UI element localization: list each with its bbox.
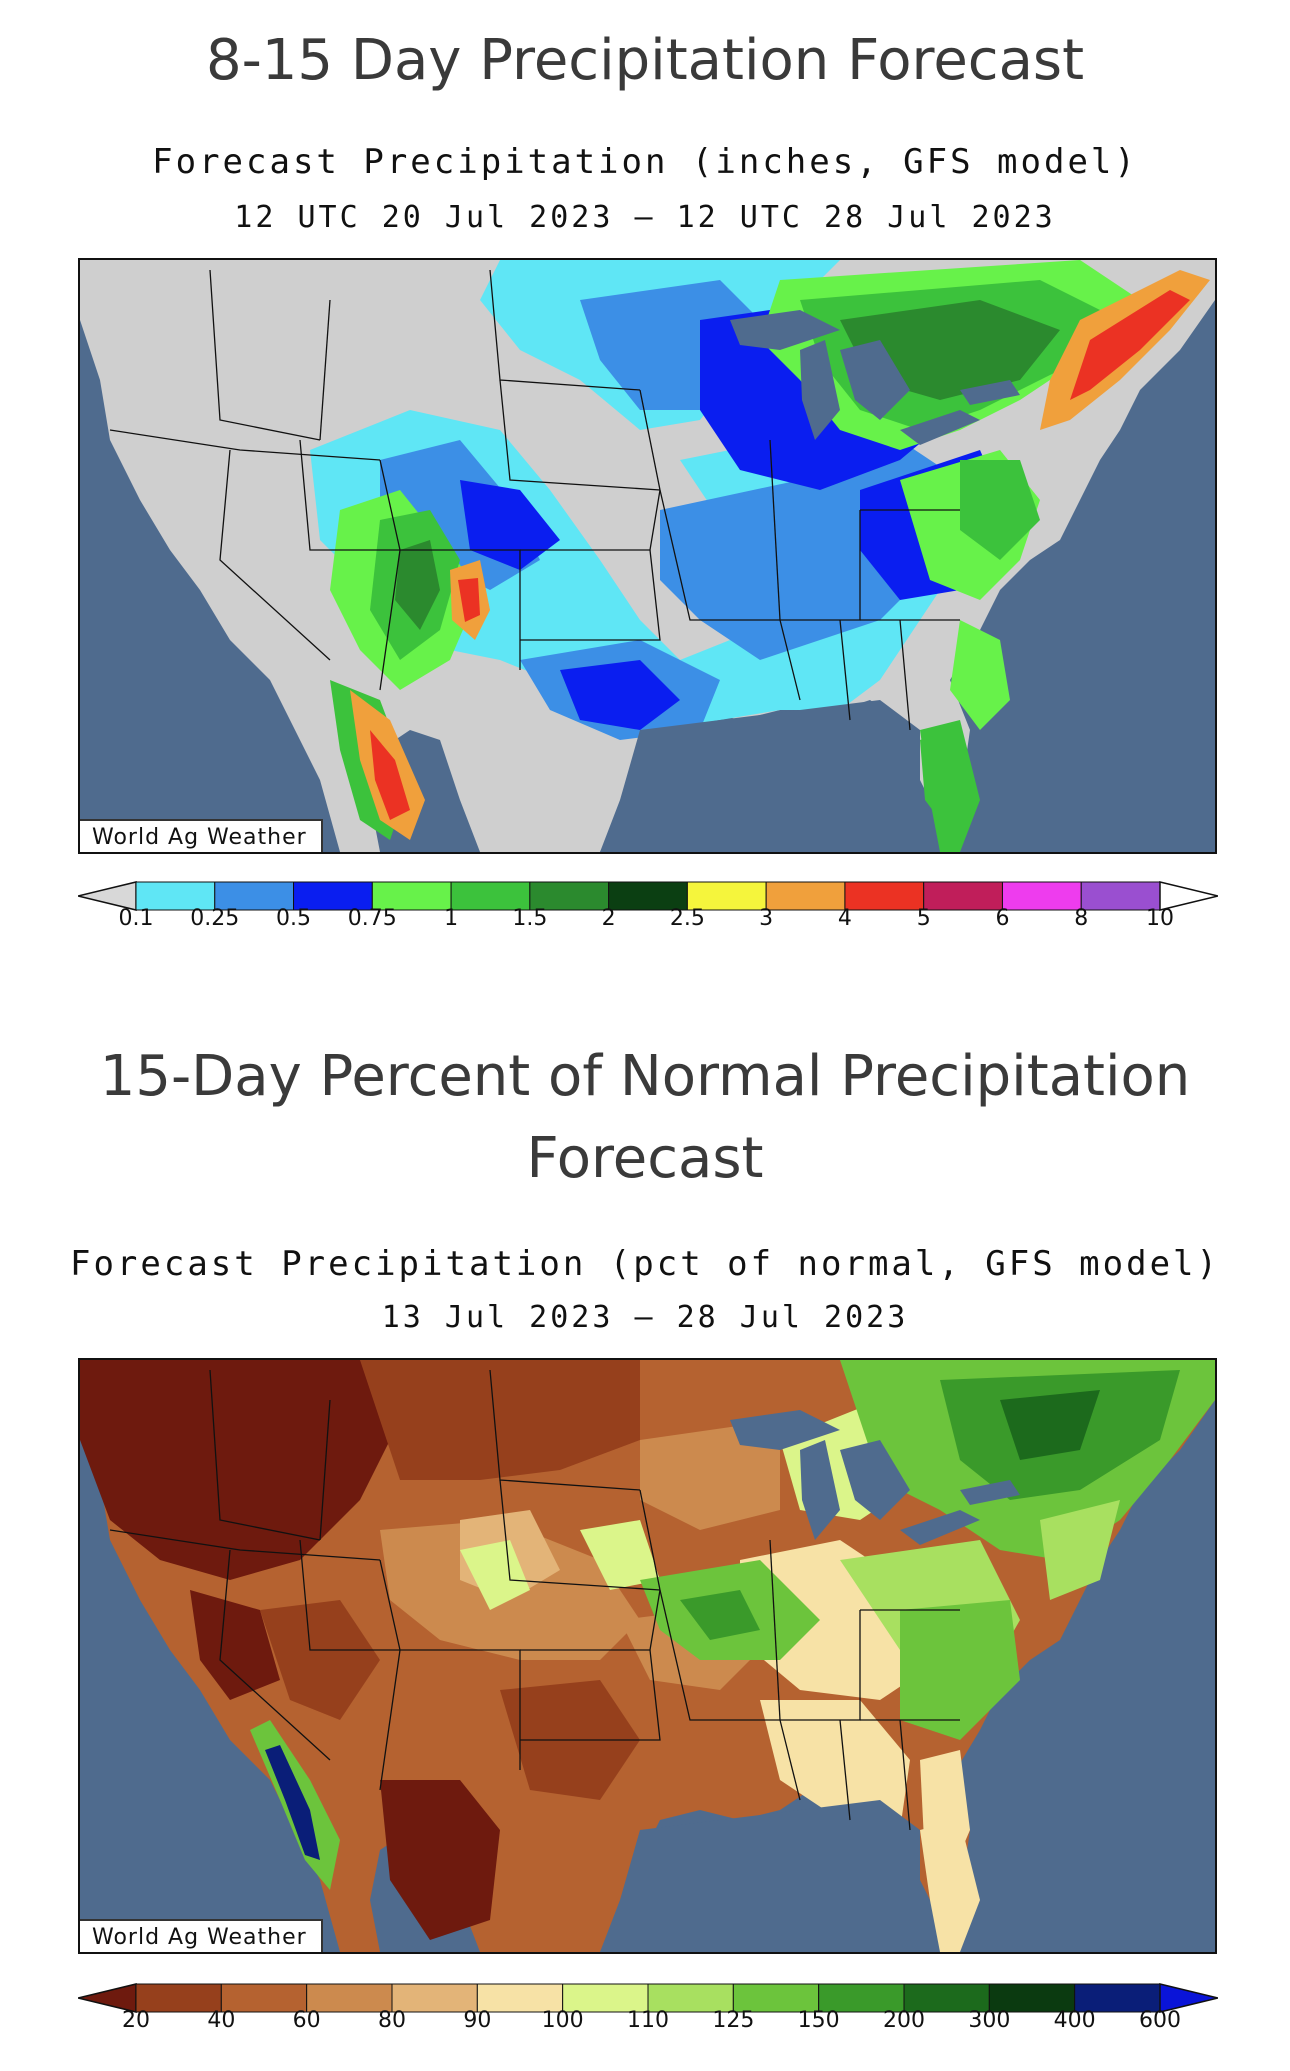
pct-normal-colorbar-cell xyxy=(647,1983,734,2013)
pct-normal-colorbar-cell xyxy=(988,1983,1076,2013)
precip-colorbar-tick-label: 2 xyxy=(601,906,616,931)
panel2-subtitle: Forecast Precipitation (pct of normal, G… xyxy=(69,1244,1221,1284)
precip-forecast-map: World Ag Weather xyxy=(78,258,1217,854)
precip-colorbar-cell xyxy=(1080,881,1161,911)
pct-normal-colorbar-cell xyxy=(732,1983,820,2013)
precip-colorbar-tick-label: 3 xyxy=(759,906,774,931)
pct-normal-colorbar-graphic xyxy=(78,1983,1218,2013)
precip-colorbar-tick-label: 1 xyxy=(444,906,459,931)
pct-normal-colorbar-tick-label: 600 xyxy=(1139,2008,1181,2033)
pct-normal-map: World Ag Weather xyxy=(78,1358,1217,1954)
pct-normal-colorbar-tick-label: 100 xyxy=(541,2008,584,2033)
pct-normal-colorbar-cell xyxy=(818,1983,905,2013)
precip-colorbar-tick-label: 5 xyxy=(916,906,931,931)
panel1-heading: 8-15 Day Precipitation Forecast xyxy=(205,28,1085,93)
precip-colorbar-tick-label: 0.5 xyxy=(276,906,312,931)
precip-colorbar-cell xyxy=(293,881,373,911)
precip-colorbar-graphic xyxy=(78,881,1218,911)
precip-colorbar-tick-label: 6 xyxy=(995,906,1010,931)
panel1-credit: World Ag Weather xyxy=(80,819,323,852)
precip-colorbar-tick-label: 4 xyxy=(837,906,852,931)
pct-normal-colorbar-cell xyxy=(391,1983,478,2013)
panel1-subtitle: Forecast Precipitation (inches, GFS mode… xyxy=(152,142,1138,182)
precip-colorbar-tick-label: 2.5 xyxy=(669,906,705,931)
panel1-date-range: 12 UTC 20 Jul 2023 – 12 UTC 28 Jul 2023 xyxy=(234,200,1056,235)
pct-normal-colorbar-tick-label: 20 xyxy=(122,2008,150,2033)
precip-colorbar-cell xyxy=(608,881,688,911)
pct-normal-colorbar-cell xyxy=(220,1983,308,2013)
precip-colorbar-tick-label: 0.1 xyxy=(118,906,154,931)
precip-colorbar-cell xyxy=(450,881,531,911)
pct-normal-colorbar-tick-label: 40 xyxy=(207,2008,236,2033)
panel2-heading: 15-Day Percent of Normal Precipitation F… xyxy=(99,1044,1191,1191)
precip-colorbar-cell xyxy=(214,881,295,911)
panel2-date-range: 13 Jul 2023 – 28 Jul 2023 xyxy=(381,1300,909,1335)
panel2-credit: World Ag Weather xyxy=(80,1919,323,1952)
precip-colorbar-tick-label: 8 xyxy=(1074,906,1089,931)
pct-normal-colorbar-ticks: 20 40 60 80 90 100 110 125 150 200 300 400 600 xyxy=(78,2008,1218,2038)
pct-normal-colorbar-tick-label: 110 xyxy=(627,2008,669,2033)
precip-colorbar-cell xyxy=(923,881,1003,911)
precip-colorbar-ticks: 0.1 0.25 0.5 0.75 1 1.5 2 2.5 3 4 5 6 8 10 xyxy=(78,906,1218,936)
pct-normal-colorbar-tick-label: 400 xyxy=(1053,2008,1096,2033)
precip-colorbar-tick-label: 10 xyxy=(1146,906,1174,931)
pct-normal-colorbar-tick-label: 90 xyxy=(463,2008,492,2033)
pct-normal-colorbar-tick-label: 80 xyxy=(378,2008,406,2033)
pct-normal-colorbar-arrow-high xyxy=(1159,1983,1218,2013)
precip-colorbar-tick-label: 0.75 xyxy=(347,906,397,931)
precip-forecast-map-image xyxy=(80,260,1215,852)
pct-normal-colorbar-tick-label: 200 xyxy=(883,2008,925,2033)
pct-normal-colorbar xyxy=(78,1982,1218,2014)
precip-colorbar-tick-label: 0.25 xyxy=(190,906,240,931)
precip-colorbar xyxy=(78,880,1218,912)
pct-normal-colorbar-tick-label: 300 xyxy=(968,2008,1011,2033)
precip-colorbar-tick-label: 1.5 xyxy=(512,906,548,931)
precip-colorbar-cell xyxy=(135,881,216,911)
pct-normal-colorbar-tick-label: 150 xyxy=(797,2008,840,2033)
pct-normal-colorbar-tick-label: 60 xyxy=(292,2008,321,2033)
pct-normal-colorbar-cell xyxy=(135,1983,222,2013)
pct-normal-colorbar-cell xyxy=(476,1983,564,2013)
pct-normal-colorbar-tick-label: 125 xyxy=(712,2008,755,2033)
precip-colorbar-arrow-high xyxy=(1159,881,1218,911)
pct-normal-colorbar-cell xyxy=(306,1983,393,2013)
pct-normal-map-image xyxy=(80,1360,1215,1952)
precip-colorbar-cell xyxy=(765,881,846,911)
